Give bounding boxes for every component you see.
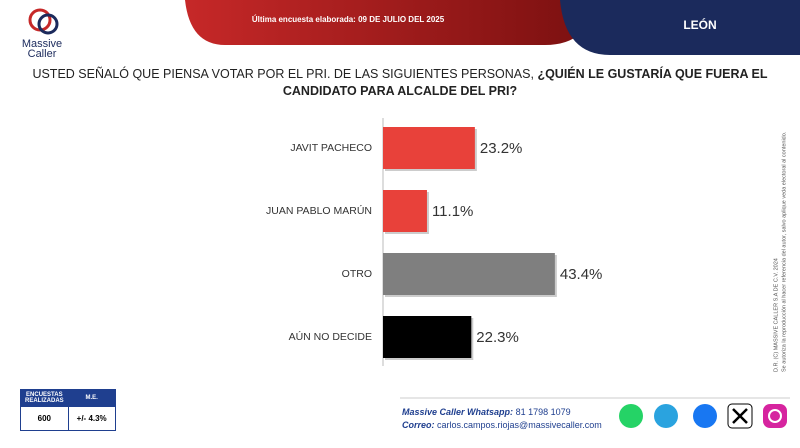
bar <box>383 190 427 232</box>
brand-name: Caller <box>28 48 57 60</box>
table-header: ENCUESTAS REALIZADAS <box>20 389 69 407</box>
question-emphasis: ¿QUIÉN LE GUSTARÍA QUE FUERA EL CANDIDAT… <box>282 67 768 98</box>
whatsapp-label: Massive Caller Whatsapp: <box>402 407 514 417</box>
category-label: JAVIT PACHECO <box>290 142 372 154</box>
header-band <box>185 0 595 45</box>
location-band <box>560 0 800 55</box>
value-label: 23.2% <box>480 140 523 157</box>
location: LEÓN <box>683 17 716 32</box>
value-label: 43.4% <box>560 266 603 283</box>
bar <box>383 127 475 169</box>
category-label: AÚN NO DECIDE <box>289 330 372 343</box>
survey-date: Última encuesta elaborada: 09 DE JULIO D… <box>252 15 445 24</box>
email[interactable]: carlos.campos.riojas@massivecaller.com <box>437 420 602 430</box>
social-icons <box>619 403 787 429</box>
logo <box>28 8 59 35</box>
bar <box>383 316 472 358</box>
footer: Massive Caller Whatsapp: 81 1798 1079 Co… <box>402 406 602 432</box>
brand-name: Massive <box>22 38 62 50</box>
email-label: Correo: <box>402 420 435 430</box>
question: USTED SEÑALÓ QUE PIENSA VOTAR POR EL PRI… <box>30 66 770 100</box>
category-label: OTRO <box>342 268 372 280</box>
value-label: 11.1% <box>432 203 473 220</box>
whatsapp-icon[interactable] <box>619 404 643 428</box>
table-cell: 600 <box>20 406 69 431</box>
category-label: JUAN PABLO MARÚN <box>266 204 372 217</box>
facebook-icon[interactable] <box>693 404 717 428</box>
sample-table: ENCUESTAS REALIZADAS M.E. 600 +/- 4.3% <box>20 389 116 431</box>
side-note-line: Se autoriza la reproducción al hacer ref… <box>781 131 787 372</box>
telegram-icon[interactable] <box>654 404 678 428</box>
question-text: USTED SEÑALÓ QUE PIENSA VOTAR POR EL PRI… <box>32 67 538 81</box>
table-header: M.E. <box>67 389 116 407</box>
bar <box>383 253 555 295</box>
value-label: 22.3% <box>476 329 519 346</box>
whatsapp: 81 1798 1079 <box>515 407 571 417</box>
side-note: D.R. (C) MASSIVE CALLER S.A DE C.V. 2024… <box>773 131 787 372</box>
table-cell: +/- 4.3% <box>67 406 116 431</box>
side-note-line: D.R. (C) MASSIVE CALLER S.A DE C.V. 2024 <box>773 258 779 372</box>
instagram-icon[interactable] <box>763 404 787 428</box>
